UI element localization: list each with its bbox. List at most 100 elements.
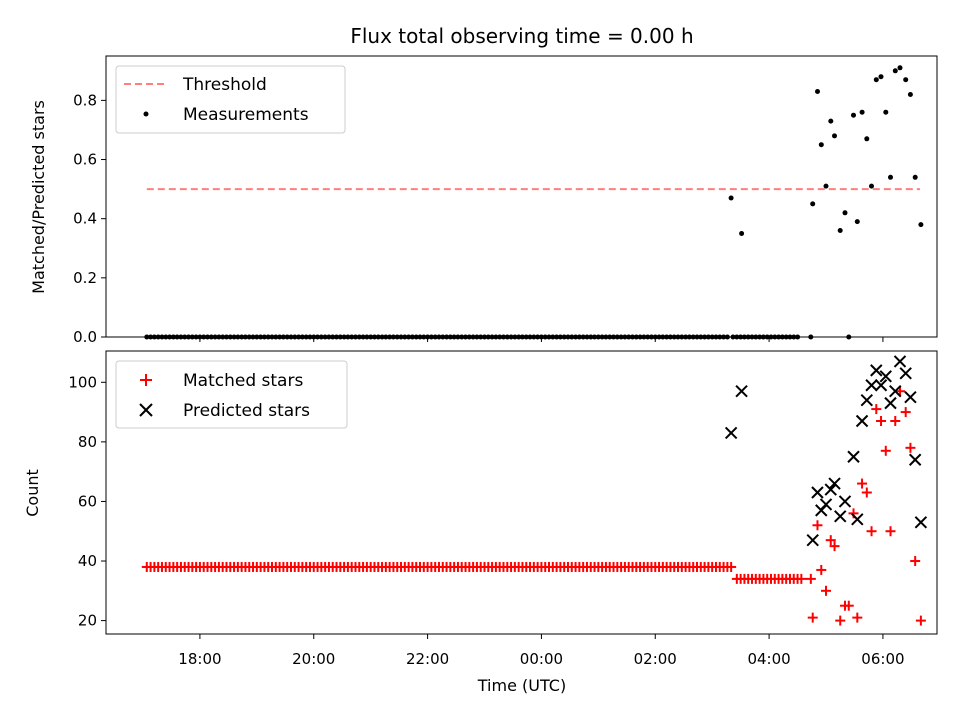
count-y-tick-label: 80 bbox=[78, 433, 97, 451]
matched-star-point bbox=[885, 526, 896, 537]
predicted-star-point bbox=[884, 396, 897, 410]
predicted-star-point bbox=[879, 370, 892, 383]
ratio-y-tick-label: 0.2 bbox=[73, 269, 97, 287]
measurement-point bbox=[918, 222, 924, 228]
predicted-star-point bbox=[860, 393, 874, 407]
legend-predicted-swatch bbox=[139, 403, 153, 417]
measurement-point bbox=[832, 133, 837, 139]
count-legend: Matched stars Predicted stars bbox=[115, 360, 348, 429]
measurement-point bbox=[851, 112, 856, 118]
measurement-point bbox=[864, 136, 870, 142]
matched-star-point bbox=[816, 564, 827, 575]
measurement-point bbox=[869, 183, 874, 189]
chart-title: Flux total observing time = 0.00 h bbox=[350, 24, 693, 48]
x-tick-label: 20:00 bbox=[292, 650, 335, 668]
measurement-point bbox=[912, 174, 918, 180]
predicted-star-point bbox=[874, 379, 888, 392]
measurement-point bbox=[883, 109, 889, 115]
matched-star-point bbox=[843, 600, 854, 611]
count-legend-box bbox=[115, 360, 348, 429]
predicted-star-point bbox=[811, 486, 824, 499]
predicted-star-point bbox=[851, 513, 864, 526]
count-panel-frame bbox=[105, 350, 938, 635]
matched-star-point bbox=[866, 526, 877, 537]
ratio-panel: 0.00.20.40.60.8 Matched/Predicted stars … bbox=[29, 55, 938, 346]
matched-star-point bbox=[829, 541, 840, 552]
measurement-point bbox=[878, 74, 884, 80]
count-y-tick-label: 100 bbox=[68, 373, 97, 391]
matched-star-point bbox=[915, 615, 926, 626]
predicted-star-point bbox=[724, 426, 738, 440]
matched-star-point bbox=[876, 416, 887, 427]
measurement-point bbox=[823, 183, 829, 189]
ratio-y-tick-label: 0.4 bbox=[73, 210, 97, 228]
legend-predicted-label: Predicted stars bbox=[183, 401, 310, 421]
measurement-point bbox=[907, 92, 913, 97]
matched-star-point bbox=[825, 535, 836, 546]
measurement-point bbox=[810, 201, 816, 207]
count-y-tick-label: 40 bbox=[78, 552, 97, 570]
predicted-star-point bbox=[908, 453, 922, 466]
matched-star-point bbox=[880, 445, 891, 456]
matched-star-point bbox=[726, 561, 737, 572]
predicted-star-point bbox=[889, 385, 902, 398]
x-tick-label: 02:00 bbox=[634, 650, 677, 668]
predicted-star-point bbox=[806, 533, 819, 547]
predicted-star-point bbox=[855, 414, 869, 428]
measurement-point bbox=[728, 195, 734, 201]
predicted-star-point bbox=[914, 516, 928, 529]
legend-measurements-label: Measurements bbox=[183, 105, 309, 125]
measurement-point bbox=[888, 174, 893, 180]
legend-measurements-swatch bbox=[143, 111, 149, 117]
x-axis-label: Time (UTC) bbox=[477, 676, 566, 695]
predicted-star-point bbox=[838, 495, 852, 508]
legend-threshold-label: Threshold bbox=[182, 75, 267, 95]
x-tick-label: 18:00 bbox=[178, 650, 221, 668]
predicted-star-point bbox=[904, 390, 917, 404]
ratio-legend: Threshold Measurements bbox=[115, 65, 346, 134]
predicted-star-point bbox=[870, 364, 883, 377]
legend-matched-swatch bbox=[140, 374, 152, 386]
legend-matched-label: Matched stars bbox=[183, 371, 303, 391]
count-y-tick-label: 60 bbox=[78, 492, 97, 510]
predicted-star-point bbox=[735, 385, 748, 398]
predicted-star-point bbox=[865, 379, 878, 392]
predicted-star-point bbox=[819, 498, 833, 511]
count-y-axis-label: Count bbox=[23, 469, 42, 517]
x-tick-label: 04:00 bbox=[747, 650, 790, 668]
x-tick-label: 06:00 bbox=[861, 650, 904, 668]
matched-star-point bbox=[821, 585, 832, 596]
matched-star-point bbox=[871, 404, 882, 415]
x-tick-label: 22:00 bbox=[406, 650, 449, 668]
predicted-star-point bbox=[847, 450, 860, 463]
measurement-point bbox=[818, 142, 824, 148]
matched-star-point bbox=[890, 416, 901, 427]
matched-star-point bbox=[812, 520, 823, 531]
ratio-panel-frame bbox=[105, 55, 938, 338]
count-y-tick-label: 20 bbox=[78, 612, 97, 630]
matched-star-point bbox=[857, 478, 868, 489]
measurement-point bbox=[842, 210, 848, 216]
matched-star-point bbox=[905, 442, 916, 453]
measurement-point bbox=[903, 77, 909, 83]
measurement-point bbox=[828, 118, 834, 124]
measurement-point bbox=[873, 77, 879, 83]
ratio-y-tick-label: 0.8 bbox=[73, 91, 97, 109]
ratio-legend-box bbox=[115, 65, 346, 134]
matched-star-point bbox=[805, 573, 816, 584]
matched-star-point bbox=[796, 573, 807, 584]
measurement-point bbox=[897, 65, 903, 71]
matched-star-point bbox=[835, 615, 846, 626]
measurement-point bbox=[837, 228, 843, 233]
ratio-y-tick-label: 0.0 bbox=[73, 328, 97, 346]
count-panel: 20 40 60 80 100 18:00 20:00 22:00 00:00 02:00 04:… bbox=[23, 350, 938, 695]
measurement-point bbox=[739, 231, 745, 236]
measurement-point bbox=[859, 109, 865, 115]
matched-star-point bbox=[910, 556, 921, 567]
predicted-star-point bbox=[828, 477, 841, 490]
predicted-star-point bbox=[834, 510, 847, 523]
matched-star-point bbox=[861, 487, 872, 498]
matched-star-point bbox=[807, 612, 818, 623]
predicted-star-point bbox=[824, 483, 837, 496]
